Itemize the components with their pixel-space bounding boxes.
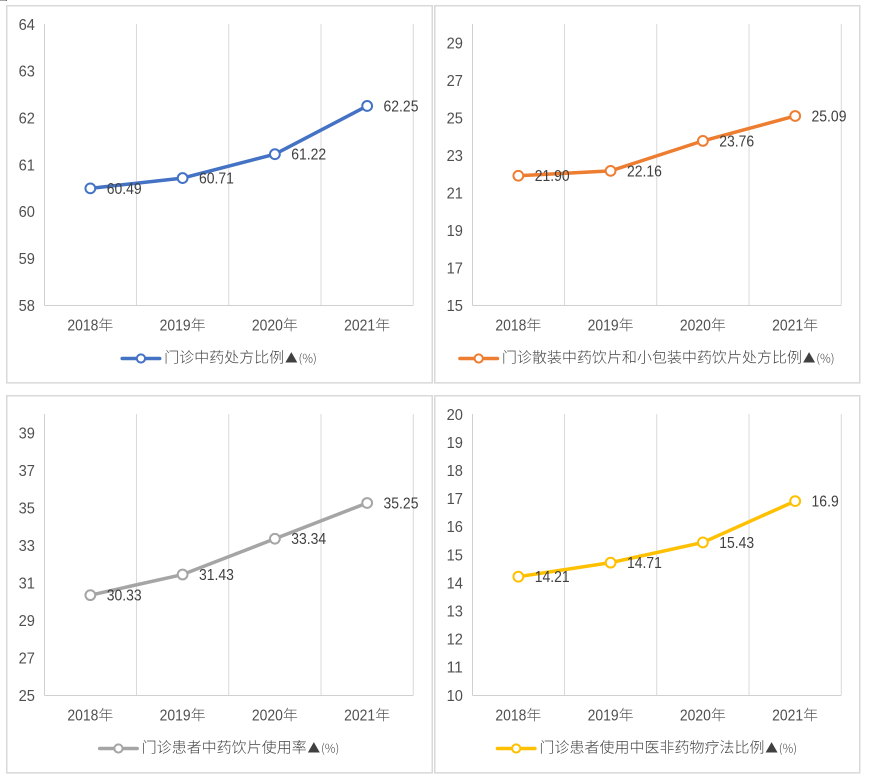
svg-text:27: 27	[19, 650, 35, 667]
svg-text:21: 21	[447, 185, 463, 202]
svg-text:14.71: 14.71	[627, 555, 662, 572]
svg-text:15: 15	[447, 298, 463, 315]
svg-text:27: 27	[447, 73, 463, 90]
svg-text:29: 29	[447, 36, 463, 53]
svg-text:16: 16	[447, 519, 463, 536]
svg-text:18: 18	[447, 463, 463, 480]
svg-text:23: 23	[447, 148, 463, 165]
svg-text:21.90: 21.90	[535, 168, 570, 185]
svg-text:30.33: 30.33	[107, 588, 142, 605]
svg-text:2018: 2018	[496, 707, 527, 724]
svg-text:35.25: 35.25	[384, 495, 419, 512]
svg-text:35: 35	[19, 501, 35, 518]
svg-text:25.09: 25.09	[812, 108, 847, 125]
svg-text:2019: 2019	[588, 317, 619, 334]
svg-text:25: 25	[447, 110, 463, 127]
svg-text:33.34: 33.34	[291, 531, 326, 548]
svg-text:14: 14	[447, 575, 463, 592]
svg-text:61.22: 61.22	[291, 147, 326, 164]
svg-text:2021: 2021	[772, 707, 803, 724]
svg-text:2019: 2019	[588, 707, 619, 724]
svg-text:63: 63	[19, 64, 35, 81]
svg-text:2019: 2019	[160, 317, 191, 334]
svg-text:64: 64	[19, 17, 35, 34]
svg-text:25: 25	[19, 688, 35, 705]
svg-text:17: 17	[447, 260, 463, 277]
svg-text:61: 61	[19, 157, 35, 174]
svg-text:16.9: 16.9	[812, 494, 839, 511]
svg-text:2018: 2018	[496, 317, 527, 334]
svg-text:60: 60	[19, 204, 35, 221]
svg-text:60.71: 60.71	[199, 170, 234, 187]
svg-text:23.76: 23.76	[719, 133, 754, 150]
svg-text:2020: 2020	[680, 707, 711, 724]
svg-text:2020: 2020	[252, 317, 283, 334]
svg-text:2021: 2021	[344, 707, 375, 724]
svg-text:31.43: 31.43	[199, 567, 234, 584]
svg-text:37: 37	[19, 463, 35, 480]
svg-text:33: 33	[19, 538, 35, 555]
svg-text:2021: 2021	[344, 317, 375, 334]
svg-text:14.21: 14.21	[535, 569, 570, 586]
svg-text:29: 29	[19, 613, 35, 630]
svg-text:13: 13	[447, 604, 463, 621]
svg-text:20: 20	[447, 407, 463, 424]
svg-text:59: 59	[19, 251, 35, 268]
svg-text:62.25: 62.25	[384, 98, 419, 115]
svg-text:2018: 2018	[67, 317, 98, 334]
svg-text:60.49: 60.49	[107, 181, 142, 198]
svg-text:15.43: 15.43	[719, 535, 754, 552]
svg-text:10: 10	[447, 688, 463, 705]
svg-text:2018: 2018	[67, 707, 98, 724]
svg-text:2019: 2019	[160, 707, 191, 724]
svg-text:2020: 2020	[252, 707, 283, 724]
svg-text:12: 12	[447, 632, 463, 649]
svg-text:22.16: 22.16	[627, 163, 662, 180]
svg-text:39: 39	[19, 426, 35, 443]
svg-text:11: 11	[447, 660, 463, 677]
svg-text:17: 17	[447, 491, 463, 508]
svg-text:31: 31	[19, 575, 35, 592]
svg-text:19: 19	[447, 223, 463, 240]
svg-text:2021: 2021	[772, 317, 803, 334]
svg-text:58: 58	[19, 298, 35, 315]
svg-text:15: 15	[447, 547, 463, 564]
svg-text:2020: 2020	[680, 317, 711, 334]
svg-text:62: 62	[19, 110, 35, 127]
svg-text:19: 19	[447, 435, 463, 452]
